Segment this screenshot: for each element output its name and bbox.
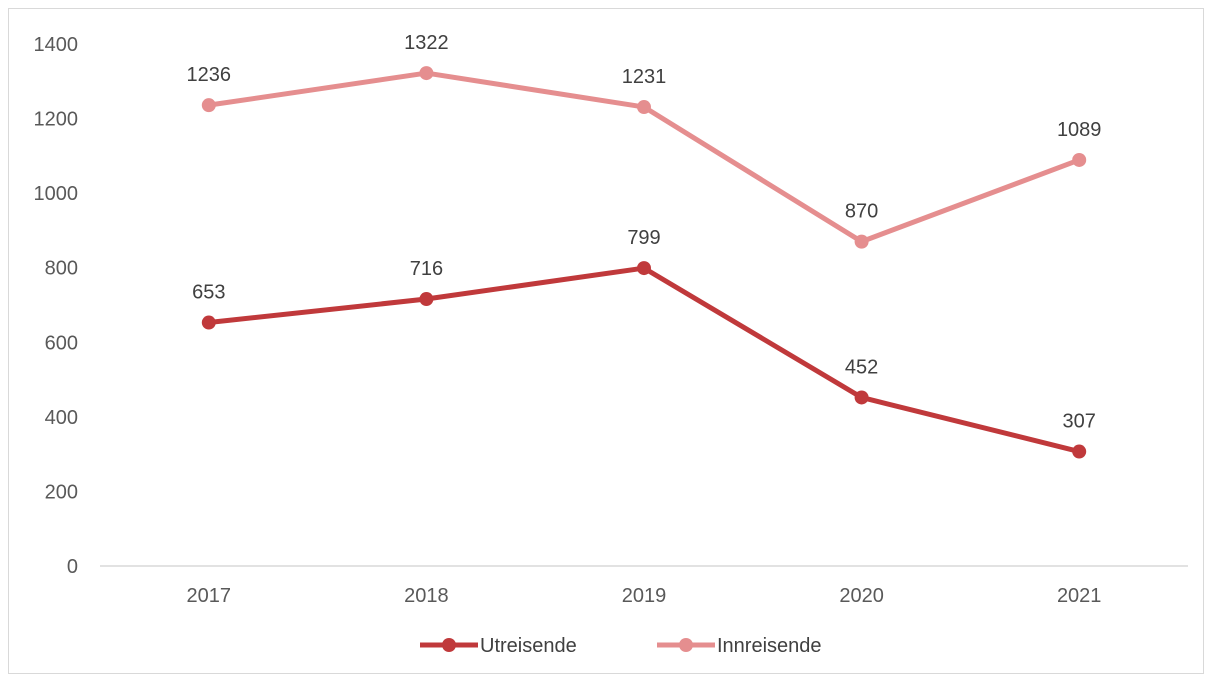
data-label-innreisende: 1322 — [404, 32, 449, 54]
data-point-utreisende — [854, 390, 869, 405]
data-label-utreisende: 653 — [192, 282, 225, 304]
x-tick-label: 2021 — [1057, 585, 1102, 607]
legend-marker-innreisende — [679, 638, 693, 652]
series-layer — [201, 66, 1087, 459]
data-point-innreisende — [419, 66, 434, 81]
chart-frame — [8, 8, 1204, 674]
data-label-innreisende: 870 — [845, 201, 878, 223]
x-tick-label: 2019 — [622, 585, 667, 607]
data-label-utreisende: 799 — [627, 227, 660, 249]
data-label-utreisende: 307 — [1063, 411, 1096, 433]
y-tick-label: 1400 — [34, 34, 79, 56]
y-tick-label: 200 — [45, 481, 78, 503]
y-tick-label: 1000 — [34, 183, 79, 205]
data-label-utreisende: 452 — [845, 356, 878, 378]
data-point-utreisende — [201, 315, 216, 330]
x-axis: 2017 2018 2019 2020 2021 — [187, 585, 1102, 607]
x-tick-label: 2020 — [839, 585, 884, 607]
x-tick-label: 2017 — [187, 585, 232, 607]
x-tick-label: 2018 — [404, 585, 449, 607]
legend-label-innreisende: Innreisende — [717, 635, 822, 657]
data-point-utreisende — [1072, 444, 1087, 459]
data-labels: 653 716 799 452 307 1236 1322 1231 870 1089 — [187, 32, 1102, 432]
y-tick-label: 400 — [45, 407, 78, 429]
data-label-innreisende: 1231 — [622, 66, 667, 88]
y-tick-label: 1200 — [34, 109, 79, 131]
legend-marker-utreisende — [442, 638, 456, 652]
data-point-innreisende — [854, 234, 869, 249]
legend: Utreisende Innreisende — [420, 635, 822, 657]
legend-label-utreisende: Utreisende — [480, 635, 577, 657]
series-line-innreisende — [206, 70, 1082, 245]
data-label-innreisende: 1236 — [187, 64, 232, 86]
data-point-innreisende — [201, 98, 216, 113]
data-label-utreisende: 716 — [410, 258, 443, 280]
data-point-innreisende — [637, 100, 651, 115]
data-point-utreisende — [637, 261, 651, 276]
y-tick-label: 600 — [45, 332, 78, 354]
y-tick-label: 0 — [67, 556, 78, 578]
data-point-utreisende — [419, 292, 434, 307]
data-point-innreisende — [1072, 152, 1087, 167]
y-axis: 0 200 400 600 800 1000 1200 1400 — [34, 34, 79, 578]
data-label-innreisende: 1089 — [1057, 119, 1102, 141]
y-tick-label: 800 — [45, 258, 78, 280]
series-line-utreisende — [206, 265, 1082, 455]
